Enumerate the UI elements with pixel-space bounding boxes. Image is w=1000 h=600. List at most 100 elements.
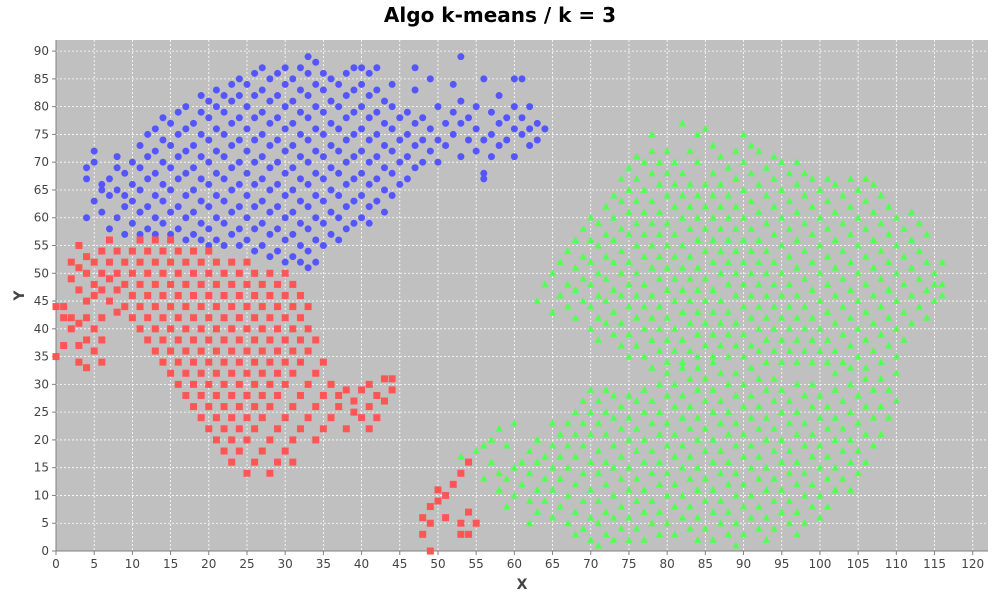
data-point [98, 208, 106, 216]
data-point [648, 313, 656, 321]
data-point [816, 391, 824, 399]
data-point [816, 185, 824, 193]
data-point [243, 436, 251, 444]
data-point [380, 119, 388, 127]
data-point [258, 175, 266, 183]
data-point [823, 474, 832, 482]
data-point [823, 452, 832, 460]
data-point [655, 252, 664, 260]
data-point [128, 180, 136, 188]
data-point [686, 180, 694, 188]
data-point [793, 263, 801, 271]
data-point [770, 374, 778, 382]
data-point [617, 502, 626, 510]
data-point [281, 192, 289, 200]
data-point [205, 242, 213, 250]
data-point [609, 513, 618, 521]
data-point [617, 291, 626, 299]
data-point [839, 219, 847, 227]
data-point [144, 314, 152, 322]
data-point [640, 158, 649, 166]
data-point [335, 125, 343, 133]
data-point [877, 247, 885, 255]
data-point [289, 436, 297, 444]
data-point [518, 480, 526, 488]
data-point [762, 291, 771, 299]
data-point [159, 180, 167, 188]
data-point [190, 314, 198, 322]
data-point [701, 319, 710, 327]
data-point [777, 385, 786, 393]
data-point [373, 175, 381, 183]
data-point [785, 169, 794, 177]
data-point [304, 380, 312, 388]
data-point [762, 358, 771, 366]
data-point [632, 174, 641, 182]
data-point [174, 336, 182, 344]
data-point [770, 347, 778, 355]
data-point [777, 435, 786, 443]
data-point [167, 186, 175, 194]
data-point [670, 452, 679, 460]
data-point [144, 247, 152, 255]
data-point [777, 241, 786, 249]
data-point [739, 402, 748, 410]
data-point [915, 219, 924, 227]
data-point [823, 197, 832, 205]
data-point [632, 474, 641, 482]
data-point [144, 292, 152, 299]
data-point [564, 280, 572, 288]
data-point [793, 458, 801, 466]
data-point [113, 269, 121, 277]
data-point [854, 447, 862, 455]
data-point [205, 403, 213, 411]
data-point [159, 336, 167, 344]
data-point [831, 263, 840, 271]
data-point [296, 425, 304, 433]
data-point [586, 408, 595, 416]
data-point [151, 325, 159, 333]
x-tick-label: 40 [354, 557, 369, 571]
data-point [205, 225, 213, 233]
data-point [243, 347, 251, 355]
data-point [350, 397, 358, 405]
data-point [709, 191, 717, 199]
data-point [342, 225, 350, 233]
data-point [182, 125, 190, 133]
data-point [632, 152, 641, 160]
data-point [816, 213, 824, 221]
data-point [365, 219, 373, 227]
data-point [877, 430, 885, 438]
data-point [388, 80, 396, 88]
data-point [228, 414, 236, 422]
data-point [693, 191, 702, 199]
data-point [709, 258, 717, 266]
x-tick-label: 35 [316, 557, 331, 571]
data-point [212, 369, 220, 377]
data-point [831, 291, 840, 299]
data-point [625, 352, 633, 360]
data-point [640, 385, 649, 393]
data-point [823, 335, 832, 343]
data-point [220, 403, 228, 411]
data-point [755, 147, 763, 155]
x-tick-label: 30 [278, 557, 293, 571]
data-point [151, 280, 159, 288]
data-point [525, 447, 534, 455]
data-point [831, 463, 840, 471]
data-point [235, 314, 243, 322]
data-point [136, 164, 144, 172]
data-point [724, 530, 733, 538]
data-point [525, 519, 534, 527]
data-point [182, 214, 190, 222]
data-point [724, 430, 733, 438]
data-point [289, 119, 297, 127]
data-point [380, 397, 388, 405]
data-point [136, 142, 144, 150]
data-point [365, 158, 373, 166]
data-point [113, 308, 121, 316]
data-point [663, 191, 671, 199]
data-point [144, 130, 152, 138]
data-point [548, 419, 557, 427]
data-point [251, 92, 259, 100]
